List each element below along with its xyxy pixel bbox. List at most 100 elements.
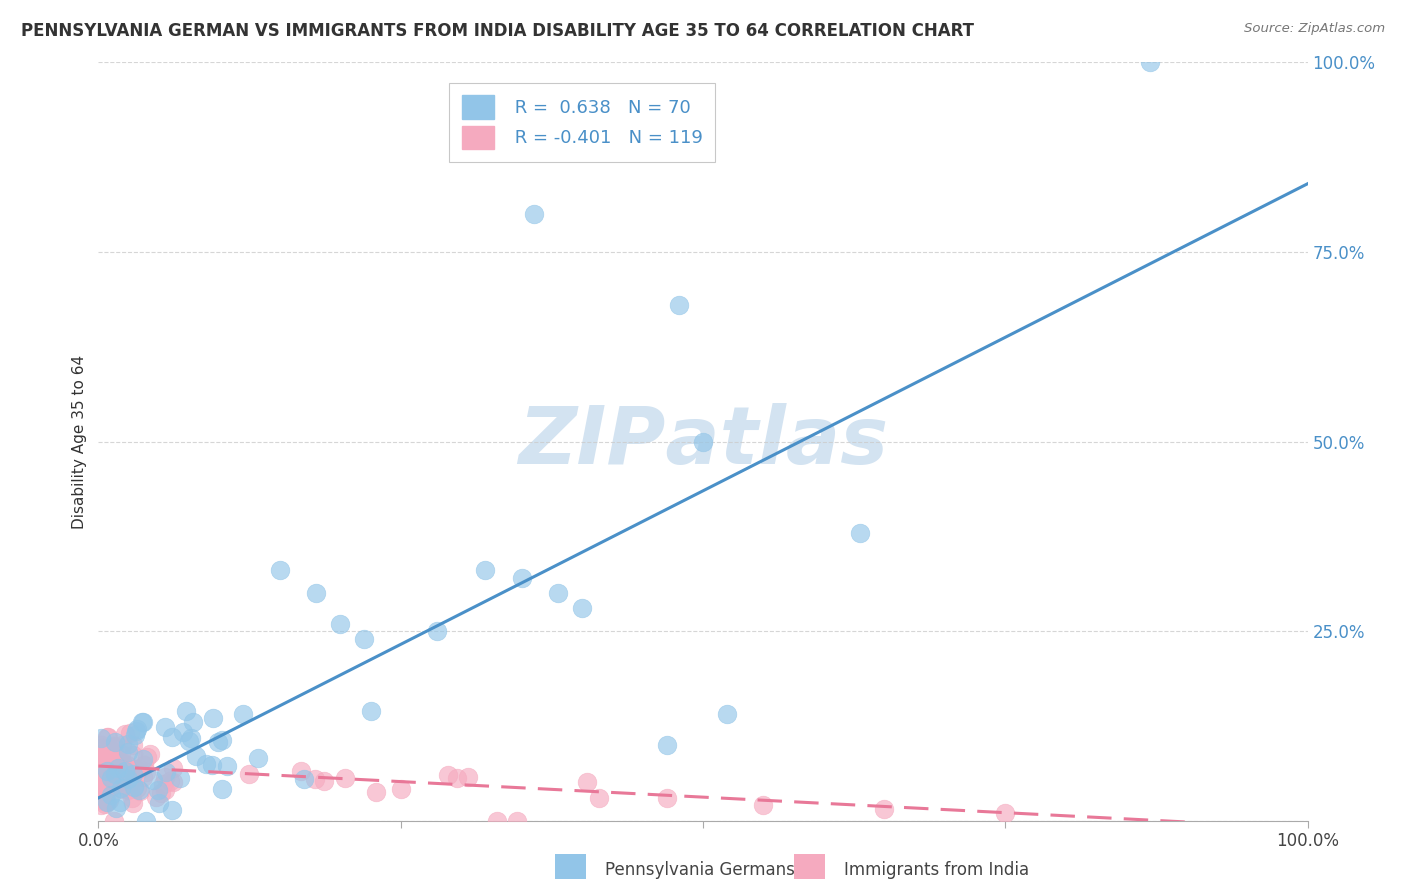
Point [122,766,145,780]
Point [247,751,270,765]
Y-axis label: Disability Age 35 to 64: Disability Age 35 to 64 [72,354,87,529]
Point [89,741,111,756]
Point [105,801,128,815]
Point [90,754,112,768]
Point [90,731,112,746]
Point [457,770,479,784]
Point [360,704,382,718]
Point [97,777,120,791]
Point [333,771,356,785]
Point [90,753,112,767]
Point [436,768,458,782]
Point [94,774,117,789]
Point [547,586,569,600]
Point [124,728,146,742]
Point [142,772,165,787]
Point [90,764,112,779]
Point [128,783,150,797]
Point [201,711,224,725]
Point [211,782,233,797]
Point [93,748,115,763]
Point [97,741,120,756]
Point [94,770,117,784]
Point [94,762,117,776]
Point [90,798,112,813]
Point [232,707,254,722]
Point [132,752,155,766]
Point [181,714,204,729]
Point [389,781,412,796]
Text: ZIP​atlas: ZIP​atlas [517,402,889,481]
Point [125,723,148,738]
Point [131,715,153,730]
Point [575,775,598,789]
Point [111,756,134,770]
Point [121,738,143,752]
Point [873,802,896,816]
Point [122,780,145,794]
Text: PENNSYLVANIA GERMAN VS IMMIGRANTS FROM INDIA DISABILITY AGE 35 TO 64 CORRELATION: PENNSYLVANIA GERMAN VS IMMIGRANTS FROM I… [21,22,974,40]
Point [153,720,176,734]
Point [89,764,111,778]
Point [91,778,114,792]
Point [97,772,120,786]
Point [90,748,112,763]
Point [100,772,122,787]
Point [571,601,593,615]
Point [134,757,156,772]
Text: Source: ZipAtlas.com: Source: ZipAtlas.com [1244,22,1385,36]
Point [107,775,129,789]
Point [364,784,387,798]
Point [353,632,375,646]
Point [180,731,202,746]
Point [238,767,260,781]
Point [668,298,690,312]
Point [104,735,127,749]
Point [120,781,142,796]
Point [93,764,115,779]
Point [97,783,120,797]
Point [98,792,121,806]
Point [103,778,125,792]
Point [312,773,335,788]
Point [155,765,177,780]
Point [100,788,122,802]
Point [100,744,122,758]
Point [849,525,872,540]
Point [152,777,174,791]
Point [329,616,352,631]
Point [104,766,127,780]
Point [90,748,112,763]
Point [117,772,139,787]
Point [588,791,610,805]
Point [97,766,120,780]
Point [114,764,136,778]
Point [89,793,111,807]
Point [1139,55,1161,70]
Point [211,733,233,747]
Point [117,783,139,797]
Point [994,806,1017,821]
Point [89,747,111,761]
Text: Immigrants from India: Immigrants from India [844,861,1029,879]
Point [94,797,117,811]
Point [107,760,129,774]
Point [132,771,155,785]
Point [118,765,141,780]
Point [89,772,111,787]
Point [215,759,238,773]
Point [122,796,145,810]
Point [117,746,139,760]
Point [128,762,150,776]
Point [195,757,218,772]
Point [87,764,110,778]
Point [111,782,134,797]
Point [96,795,118,809]
Point [90,764,112,779]
Point [94,793,117,807]
Point [179,734,201,748]
Point [111,738,134,752]
Point [120,772,142,787]
Point [135,750,157,764]
Point [103,749,125,764]
